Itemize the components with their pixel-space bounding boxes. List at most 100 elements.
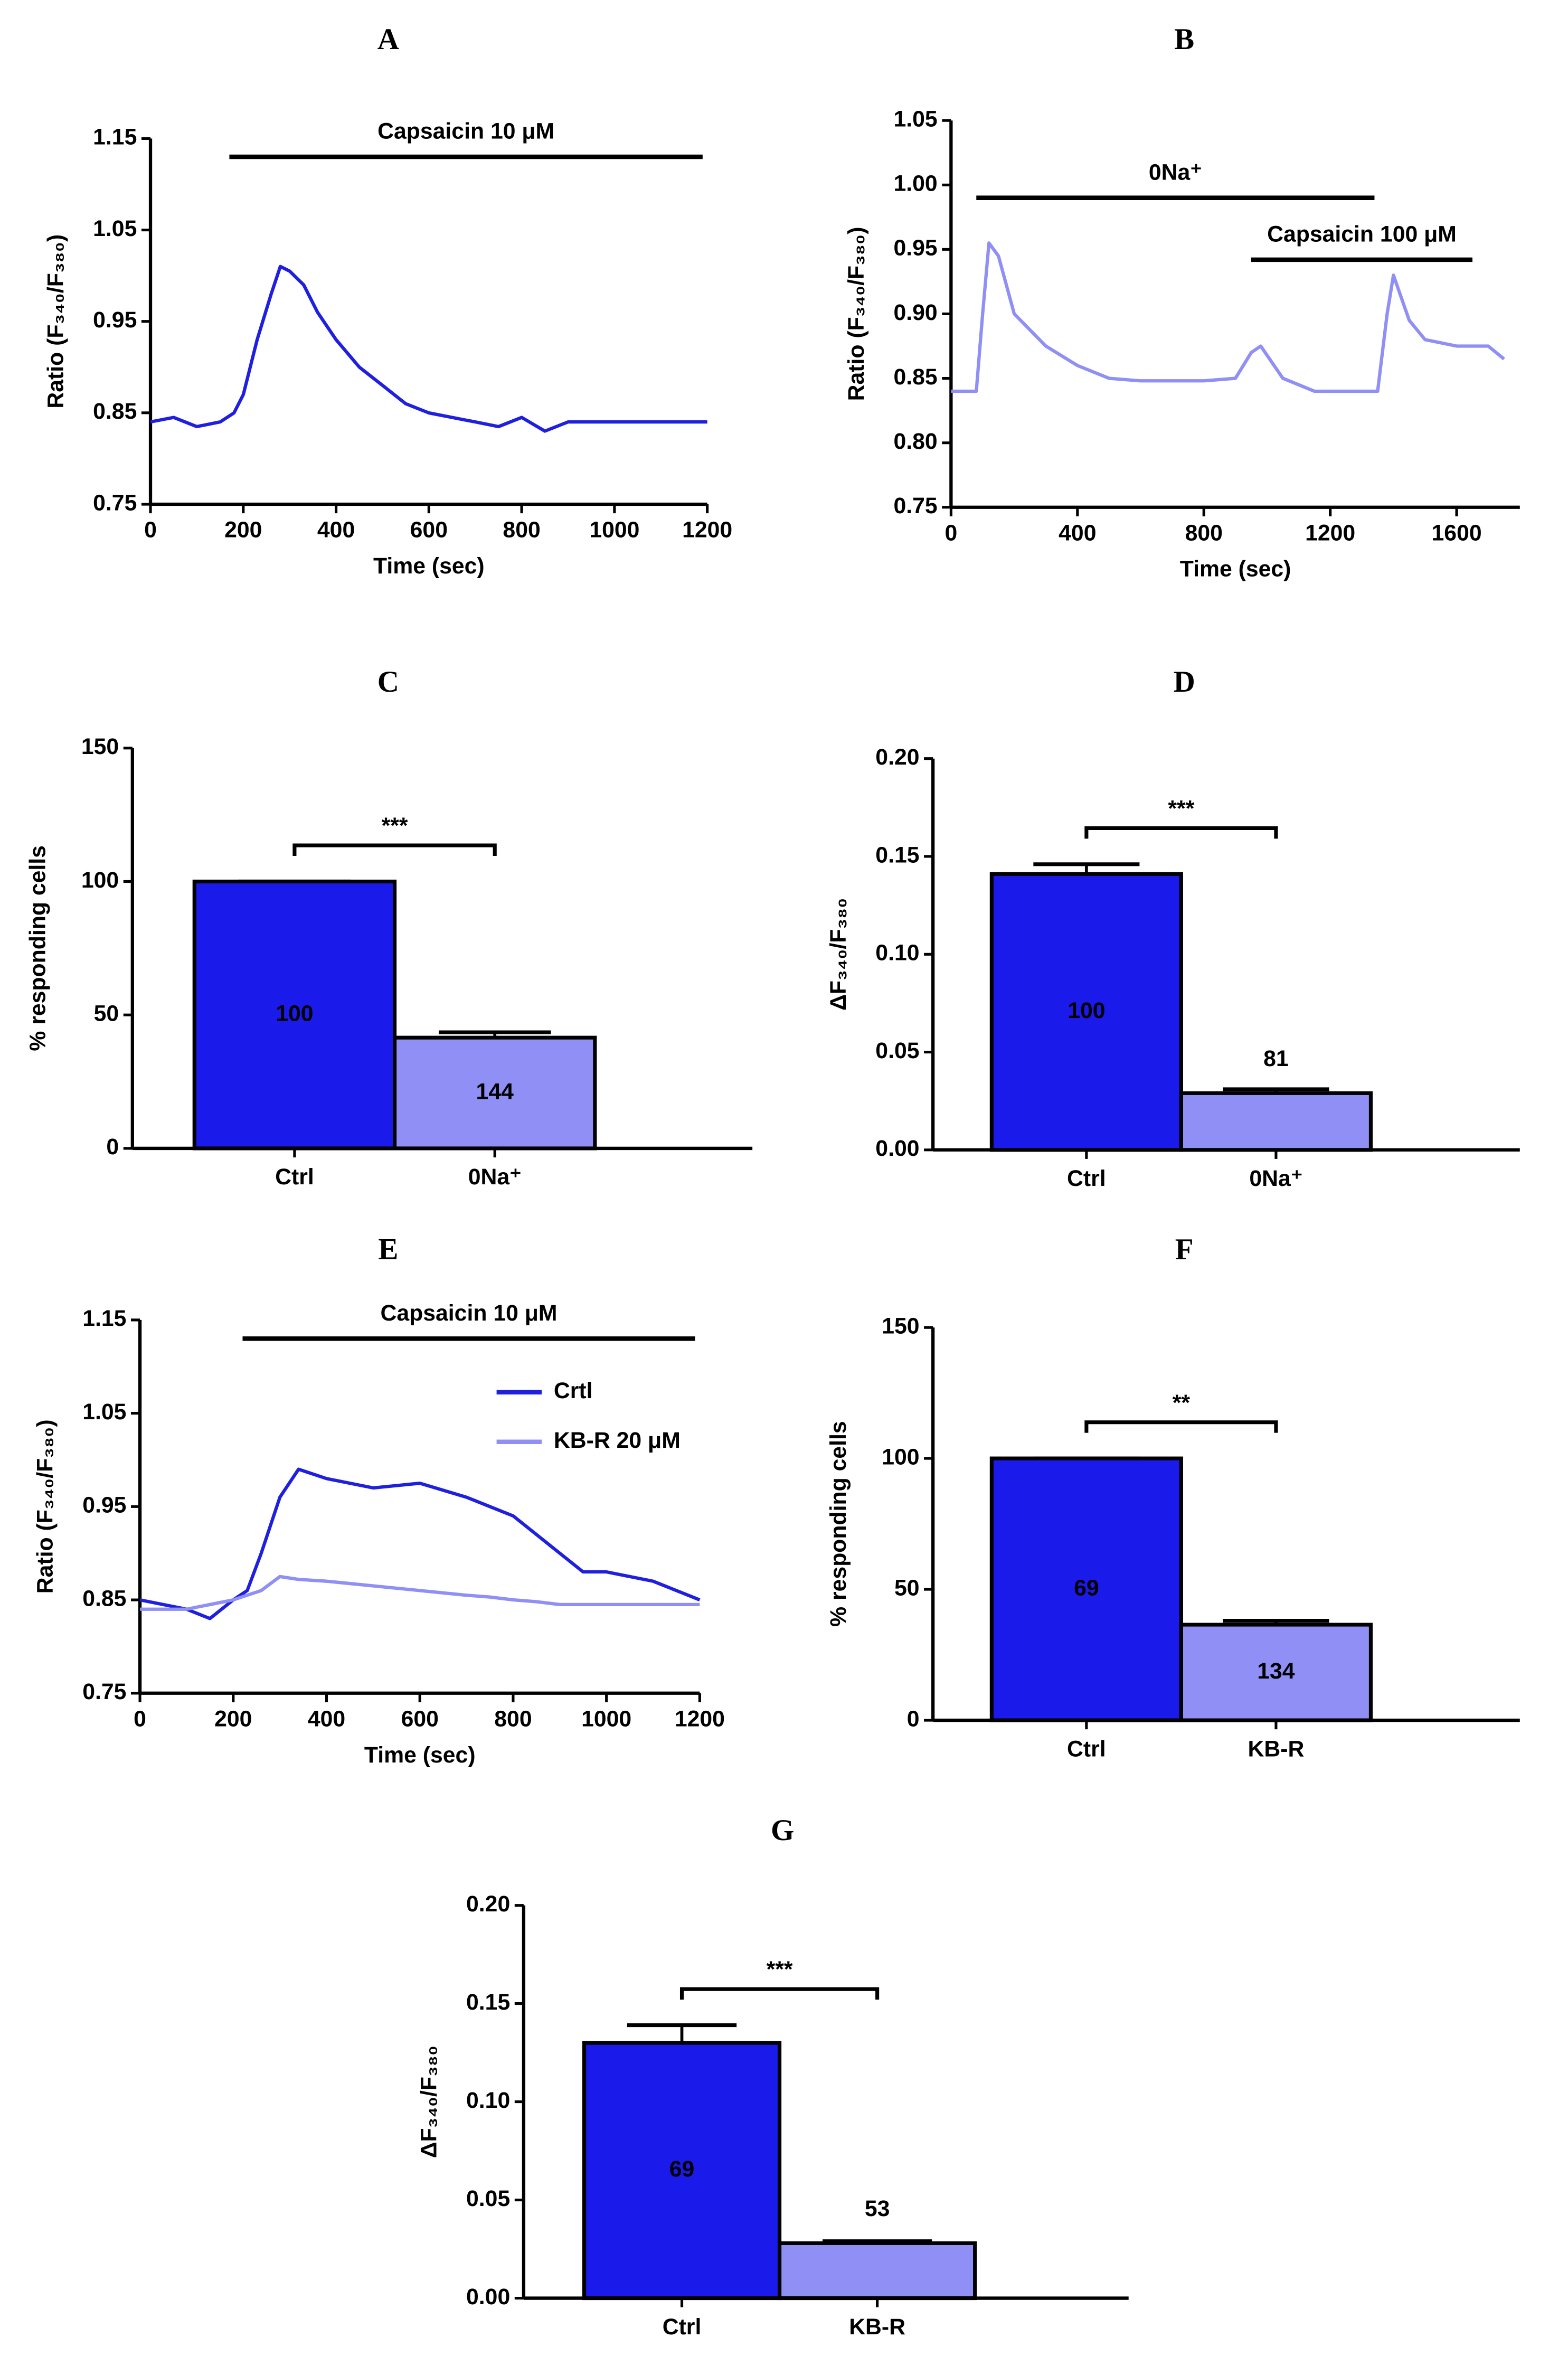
x-tick-label: 600 — [401, 1706, 439, 1731]
panel-title: D — [1174, 665, 1195, 699]
significance: ** — [1173, 1390, 1191, 1416]
x-tick-label: 1000 — [589, 517, 639, 543]
y-axis-label: ΔF₃₄₀/F₃₈₀ — [416, 2045, 441, 2158]
significance-bracket — [679, 1987, 880, 2000]
x-tick-label: 0Na⁺ — [468, 1164, 522, 1190]
y-tick-label: 100 — [882, 1444, 919, 1469]
bar — [1179, 1623, 1373, 1722]
y-tick-label: 0 — [907, 1706, 920, 1731]
significance-bracket — [292, 843, 497, 856]
y-tick-label: 1.00 — [894, 171, 938, 196]
y-tick-label: 1.15 — [93, 125, 137, 150]
x-tick-label: 1200 — [1305, 520, 1355, 545]
y-tick-label: 0.05 — [466, 2186, 510, 2211]
x-axis-label: Time (sec) — [373, 553, 485, 579]
x-tick-label: 1600 — [1432, 520, 1482, 545]
y-tick-label: 0.75 — [894, 493, 938, 519]
y-axis-label: Ratio (F₃₄₀/F₃₈₀) — [43, 234, 69, 409]
significance: *** — [1168, 796, 1194, 821]
trace — [140, 1575, 700, 1611]
count-label: 100 — [276, 1001, 313, 1026]
y-tick-label: 0.20 — [875, 744, 919, 770]
count-label: 134 — [1257, 1658, 1295, 1684]
count-label: 69 — [1074, 1575, 1099, 1600]
bar — [989, 1456, 1183, 1722]
x-tick-label: 800 — [494, 1706, 532, 1731]
x-tick-label: 800 — [1185, 520, 1223, 545]
y-tick-label: 50 — [94, 1001, 119, 1026]
trace — [150, 265, 707, 433]
y-axis-label: ΔF₃₄₀/F₃₈₀ — [826, 898, 851, 1011]
y-tick-label: 0.75 — [82, 1679, 126, 1704]
x-tick-label: 400 — [317, 517, 355, 543]
y-tick-label: 0.85 — [93, 399, 137, 424]
x-tick-label: 1200 — [675, 1706, 725, 1731]
y-tick-label: 0.85 — [82, 1586, 126, 1611]
annotation: Capsaicin 10 μM — [380, 1300, 557, 1326]
legend-label: KB-R 20 μM — [554, 1428, 681, 1453]
x-tick-label: 1000 — [581, 1706, 631, 1731]
y-axis-label: % responding cells — [826, 1421, 851, 1627]
y-tick-label: 0.20 — [466, 1891, 510, 1917]
panel-title: B — [1174, 23, 1194, 56]
x-tick-label: 600 — [410, 517, 448, 543]
y-tick-label: 0.95 — [894, 235, 938, 261]
x-tick-label: 0 — [144, 517, 157, 543]
annotation: Capsaicin 100 μM — [1267, 222, 1457, 247]
significance: *** — [382, 813, 408, 838]
y-tick-label: 1.15 — [82, 1306, 126, 1331]
y-tick-label: 0.10 — [466, 2088, 510, 2113]
y-tick-label: 1.05 — [82, 1399, 126, 1425]
x-tick-label: 1200 — [682, 517, 732, 543]
y-tick-label: 0 — [106, 1134, 119, 1160]
y-tick-label: 0.10 — [875, 940, 919, 966]
y-tick-label: 0.90 — [894, 300, 938, 325]
panel-title: C — [377, 665, 399, 699]
count-label: 144 — [476, 1079, 514, 1104]
bar — [778, 2241, 977, 2301]
x-tick-label: KB-R — [849, 2314, 905, 2340]
bar — [392, 1035, 597, 1151]
y-tick-label: 150 — [81, 734, 119, 759]
y-tick-label: 0.15 — [466, 1990, 510, 2015]
annotation: Capsaicin 10 μM — [377, 119, 554, 144]
trace — [951, 241, 1505, 393]
significance: *** — [767, 1957, 793, 1982]
y-tick-label: 0.85 — [894, 364, 938, 390]
bar — [1179, 1091, 1373, 1152]
y-axis-label: Ratio (F₃₄₀/F₃₈₀) — [33, 1419, 58, 1594]
y-tick-label: 0.95 — [93, 307, 137, 333]
x-tick-label: 0Na⁺ — [1249, 1166, 1302, 1191]
x-tick-label: 800 — [503, 517, 540, 543]
y-tick-label: 0.00 — [466, 2284, 510, 2310]
x-tick-label: KB-R — [1248, 1736, 1304, 1761]
x-tick-label: 200 — [224, 517, 262, 543]
y-tick-label: 1.05 — [894, 106, 938, 131]
count-label: 100 — [1068, 998, 1105, 1023]
y-tick-label: 0.00 — [875, 1136, 919, 1161]
x-axis-label: Time (sec) — [1180, 557, 1291, 582]
legend-label: Crtl — [554, 1378, 593, 1403]
y-axis-label: % responding cells — [25, 845, 50, 1051]
significance-bracket — [1084, 826, 1278, 839]
panel-title: G — [771, 1814, 794, 1847]
y-tick-label: 0.95 — [82, 1493, 126, 1518]
y-tick-label: 50 — [894, 1575, 920, 1600]
y-tick-label: 0.05 — [875, 1038, 919, 1063]
x-tick-label: Ctrl — [275, 1164, 314, 1190]
y-tick-label: 1.05 — [93, 216, 137, 241]
annotation: 0Na⁺ — [1149, 159, 1202, 185]
count-label: 69 — [669, 2156, 695, 2182]
panel-title: F — [1175, 1233, 1194, 1266]
x-tick-label: Ctrl — [663, 2314, 702, 2340]
x-tick-label: 400 — [1059, 520, 1096, 545]
bar — [582, 2041, 782, 2301]
x-axis-label: Time (sec) — [364, 1742, 476, 1768]
count-label: 53 — [865, 2196, 890, 2221]
y-tick-label: 0.75 — [93, 490, 137, 515]
y-tick-label: 0.15 — [875, 842, 919, 868]
bar — [989, 872, 1183, 1152]
y-tick-label: 150 — [882, 1313, 919, 1338]
significance-bracket — [1084, 1420, 1278, 1433]
